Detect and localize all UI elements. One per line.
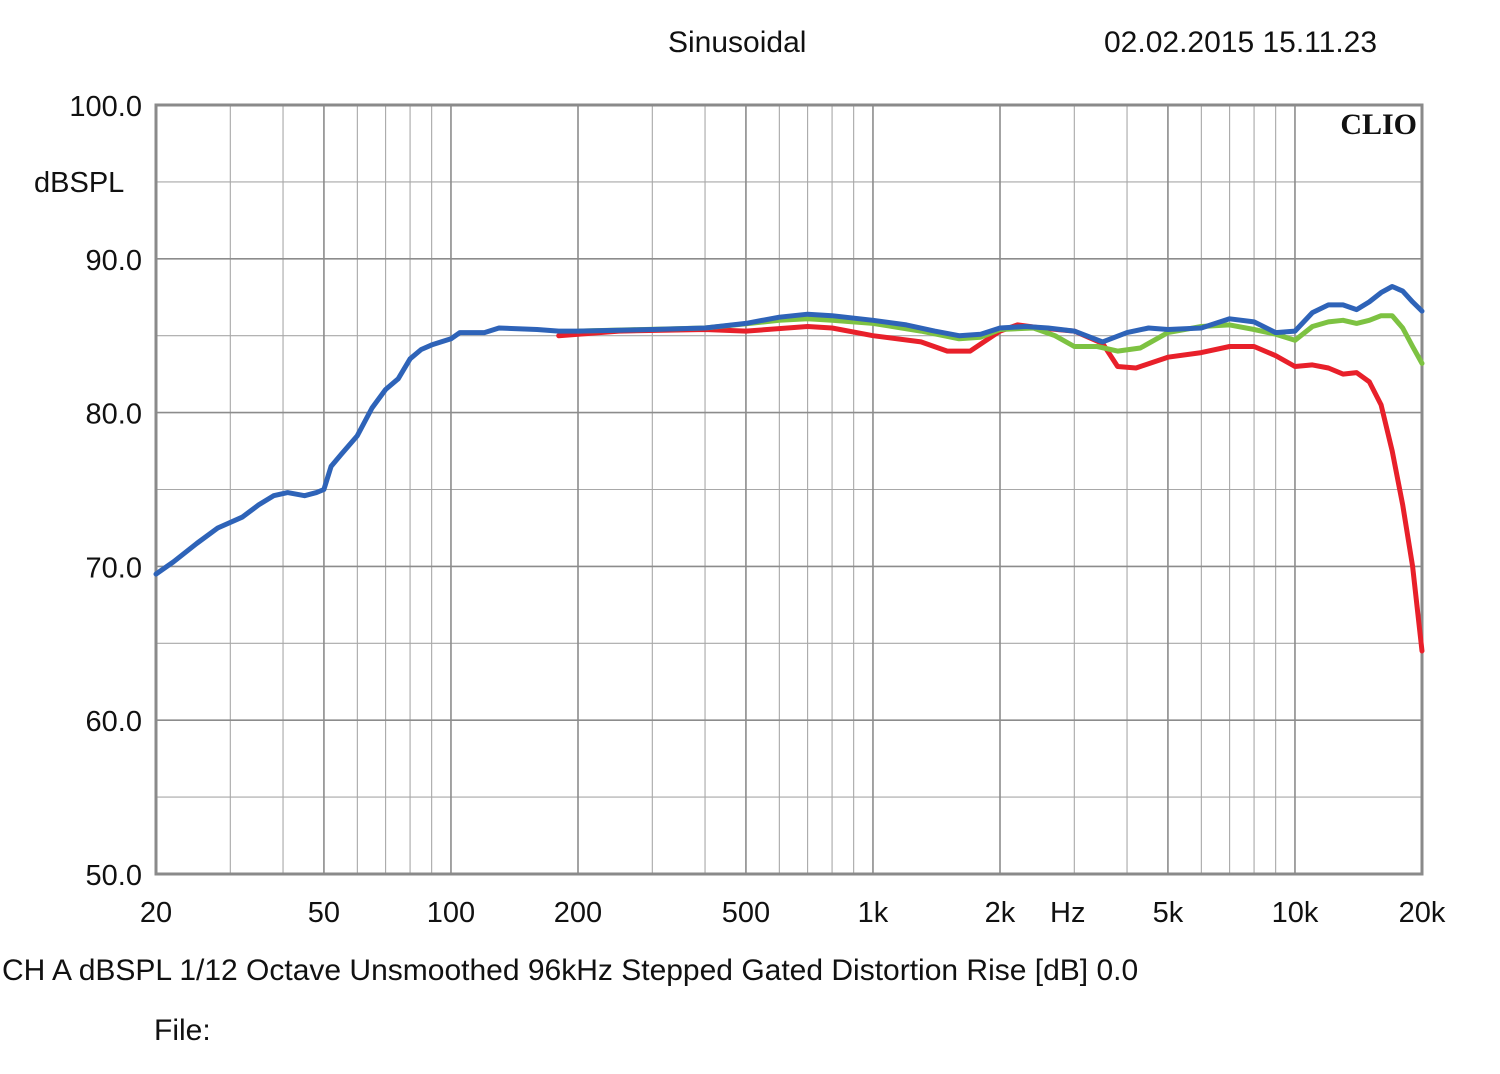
x-tick-label: 100 [427,897,475,929]
clio-brand: CLIO [1340,108,1417,141]
grid-minor [156,105,1422,874]
x-tick-label: 10k [1272,897,1319,929]
frequency-response-chart: 100.0 90.0 80.0 70.0 60.0 50.0 20 50 100 200 500 1… [34,91,1446,929]
x-tick-label: 50 [308,897,340,929]
x-tick-label: 5k [1153,897,1184,929]
y-tick-label: 100.0 [69,91,142,123]
x-axis-ticks: 20 50 100 200 500 1k 2k 5k 10k 20k [140,897,1446,929]
measurement-timestamp: 02.02.2015 15.11.23 [1104,26,1378,59]
y-tick-label: 70.0 [86,552,142,584]
x-axis-label: Hz [1050,897,1085,929]
chart-title: Sinusoidal [668,26,807,59]
series-line-2 [575,313,1425,366]
y-tick-label: 60.0 [86,706,142,738]
plot-frame [154,103,1424,876]
series-line-1 [556,322,1425,654]
x-tick-label: 200 [554,897,602,929]
y-tick-label: 80.0 [86,399,142,431]
y-axis-ticks: 100.0 90.0 80.0 70.0 60.0 50.0 [69,91,142,892]
series-line-3 [153,284,1425,577]
x-tick-label: 1k [858,897,889,929]
y-axis-label: dBSPL [34,167,124,199]
y-tick-label: 50.0 [86,860,142,892]
series-layer [153,284,1425,654]
x-tick-label: 500 [722,897,770,929]
y-tick-label: 90.0 [86,245,142,277]
measurement-settings: CH A dBSPL 1/12 Octave Unsmoothed 96kHz … [2,954,1139,987]
file-label: File: [154,1014,211,1047]
x-tick-label: 20 [140,897,172,929]
x-tick-label: 20k [1399,897,1446,929]
x-tick-label: 2k [985,897,1016,929]
